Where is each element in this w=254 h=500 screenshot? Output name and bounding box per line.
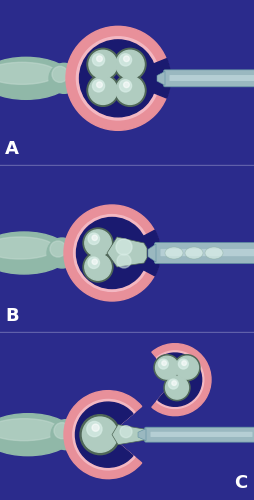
Ellipse shape [0,418,59,440]
FancyBboxPatch shape [160,249,254,256]
Circle shape [165,376,188,399]
Ellipse shape [0,414,73,456]
Circle shape [54,422,70,438]
FancyBboxPatch shape [154,242,254,264]
Ellipse shape [204,247,222,259]
Circle shape [96,56,102,62]
Circle shape [92,235,97,240]
Circle shape [114,74,146,106]
Circle shape [89,50,117,78]
Circle shape [178,359,187,369]
Circle shape [89,76,117,104]
Circle shape [119,54,131,66]
Circle shape [66,26,169,130]
Circle shape [171,381,176,386]
Circle shape [92,424,99,432]
Circle shape [79,40,156,117]
Circle shape [163,374,189,400]
Polygon shape [112,424,150,444]
Polygon shape [147,244,155,262]
Circle shape [88,257,99,268]
Ellipse shape [0,62,57,84]
Wedge shape [151,344,210,415]
Circle shape [116,50,144,78]
Circle shape [50,241,66,257]
Text: C: C [233,474,246,492]
Circle shape [175,356,198,379]
Circle shape [158,359,168,369]
Circle shape [83,228,113,258]
Circle shape [52,66,68,82]
Circle shape [87,74,119,106]
Circle shape [123,56,129,62]
Circle shape [47,238,77,268]
Circle shape [116,239,132,255]
Wedge shape [64,390,141,478]
FancyBboxPatch shape [0,428,47,440]
FancyBboxPatch shape [144,427,254,442]
Circle shape [153,354,179,380]
FancyBboxPatch shape [0,247,43,259]
Circle shape [51,420,81,450]
FancyBboxPatch shape [163,70,254,87]
Wedge shape [72,400,134,470]
Circle shape [123,82,129,87]
Circle shape [86,422,102,436]
Wedge shape [112,230,160,276]
FancyBboxPatch shape [150,432,251,437]
Wedge shape [157,353,201,406]
Wedge shape [156,351,203,408]
Circle shape [161,361,166,366]
Wedge shape [75,402,132,467]
FancyBboxPatch shape [0,72,45,85]
Ellipse shape [0,58,71,100]
Circle shape [181,361,186,366]
Circle shape [80,414,120,455]
Wedge shape [118,58,170,98]
Circle shape [87,48,119,80]
Circle shape [114,48,146,80]
Circle shape [96,82,102,87]
Circle shape [82,417,117,452]
Circle shape [76,36,159,120]
Circle shape [83,252,113,282]
Circle shape [92,259,97,264]
Circle shape [73,214,150,292]
Circle shape [173,354,199,380]
Ellipse shape [0,232,69,274]
Circle shape [76,218,147,288]
Circle shape [64,205,159,301]
Circle shape [155,356,178,379]
Circle shape [116,76,144,104]
Circle shape [49,64,79,94]
Circle shape [119,80,131,92]
FancyBboxPatch shape [169,75,254,81]
Circle shape [168,379,178,389]
Text: B: B [5,307,19,325]
Circle shape [117,254,131,268]
Polygon shape [107,237,146,267]
Circle shape [88,233,99,244]
Ellipse shape [164,247,182,259]
Ellipse shape [184,247,202,259]
Circle shape [85,230,111,256]
Circle shape [92,80,104,92]
Text: A: A [5,140,19,158]
Polygon shape [137,428,146,440]
Polygon shape [156,72,164,86]
Ellipse shape [0,237,55,259]
Circle shape [92,54,104,66]
Circle shape [120,426,132,438]
Circle shape [85,254,111,280]
